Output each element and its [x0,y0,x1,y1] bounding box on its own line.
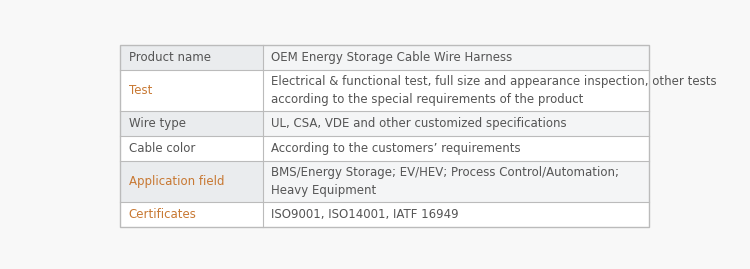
Bar [262,202,649,227]
Text: Application field: Application field [129,175,224,188]
Text: According to the customers’ requirements: According to the customers’ requirements [272,142,521,155]
Bar [120,45,649,227]
Bar [262,111,649,136]
Bar [120,202,262,227]
Bar [120,45,262,70]
Bar [262,161,649,202]
Text: Test: Test [129,84,152,97]
Bar [262,45,649,70]
Text: ISO9001, ISO14001, IATF 16949: ISO9001, ISO14001, IATF 16949 [272,208,459,221]
Bar [120,136,262,161]
Bar [262,136,649,161]
Bar [120,111,262,136]
Text: Product name: Product name [129,51,211,64]
Bar [120,161,262,202]
Bar [120,70,262,111]
Bar [262,70,649,111]
Text: Wire type: Wire type [129,117,186,130]
Text: Cable color: Cable color [129,142,195,155]
Text: Certificates: Certificates [129,208,196,221]
Text: BMS/Energy Storage; EV/HEV; Process Control/Automation;
Heavy Equipment: BMS/Energy Storage; EV/HEV; Process Cont… [272,166,620,197]
Text: OEM Energy Storage Cable Wire Harness: OEM Energy Storage Cable Wire Harness [272,51,513,64]
Text: UL, CSA, VDE and other customized specifications: UL, CSA, VDE and other customized specif… [272,117,567,130]
Text: Electrical & functional test, full size and appearance inspection, other tests
a: Electrical & functional test, full size … [272,75,717,105]
